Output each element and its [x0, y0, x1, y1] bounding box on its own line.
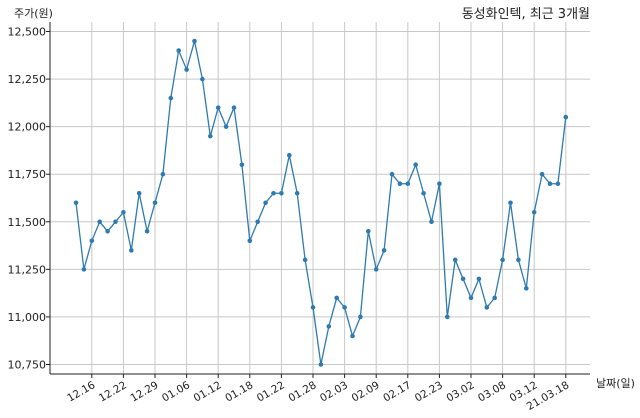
- x-tick-label: 02.03: [318, 379, 350, 404]
- y-tick-label: 11,500: [8, 216, 47, 229]
- data-point: [192, 38, 197, 44]
- y-tick-label: 12,500: [8, 26, 47, 39]
- y-tick-labels: 10,750 11,000 11,250 11,500 11,750 12,000 12,2…: [8, 26, 50, 371]
- data-point: [389, 171, 395, 177]
- data-point: [326, 324, 332, 329]
- data-point: [358, 314, 363, 320]
- data-point: [287, 152, 292, 158]
- data-point: [184, 67, 189, 72]
- data-point: [445, 314, 450, 320]
- data-point: [247, 238, 253, 244]
- data-point: [208, 133, 213, 139]
- x-tick-label: 12.16: [65, 379, 97, 405]
- data-point: [555, 181, 561, 187]
- data-point: [89, 238, 95, 244]
- data-point: [231, 105, 237, 110]
- data-point: [271, 190, 276, 196]
- y-tick-label: 10,750: [8, 358, 47, 371]
- data-point: [105, 228, 110, 234]
- data-point: [460, 276, 466, 282]
- data-point: [318, 362, 324, 367]
- price-line: [75, 40, 567, 365]
- y-tick-label: 12,250: [8, 73, 47, 86]
- data-point: [468, 295, 474, 301]
- data-point: [113, 219, 118, 225]
- x-tick-label: 03.02: [444, 379, 476, 404]
- price-points: [73, 38, 569, 367]
- data-point: [484, 305, 490, 310]
- data-point: [294, 190, 300, 196]
- data-point: [200, 76, 205, 82]
- data-point: [405, 181, 411, 187]
- x-tick-label: 01.12: [192, 379, 224, 404]
- x-axis-label: 날짜(일): [596, 376, 635, 390]
- x-tick-label: 12.22: [97, 379, 129, 404]
- data-point: [310, 305, 316, 310]
- data-point: [144, 228, 150, 234]
- data-point: [129, 248, 134, 253]
- data-point: [516, 257, 521, 263]
- x-tick-label: 02.09: [350, 379, 382, 404]
- data-point: [547, 181, 553, 187]
- data-point: [73, 200, 79, 206]
- data-point: [215, 105, 221, 110]
- data-point: [421, 190, 426, 196]
- data-point: [302, 257, 308, 263]
- data-point: [531, 209, 537, 215]
- data-point: [136, 190, 142, 196]
- data-point: [176, 48, 181, 53]
- data-point: [334, 295, 340, 301]
- data-point: [429, 219, 434, 225]
- x-tick-label: 01.06: [160, 379, 192, 405]
- x-tick-label: 01.28: [286, 379, 318, 404]
- data-point: [373, 267, 379, 272]
- data-point: [342, 305, 347, 310]
- data-point: [223, 124, 229, 129]
- data-point: [500, 257, 505, 263]
- data-point: [152, 200, 158, 206]
- data-point: [452, 257, 458, 263]
- y-tick-label: 11,250: [8, 263, 47, 276]
- data-point: [437, 181, 442, 187]
- x-tick-label: 01.22: [255, 379, 287, 404]
- data-point: [524, 286, 529, 291]
- x-tick-label: 01.18: [223, 379, 255, 404]
- y-tick-label: 11,750: [8, 168, 47, 181]
- x-tick-label: 12.29: [128, 379, 160, 404]
- data-point: [381, 248, 387, 253]
- data-point: [168, 95, 174, 101]
- data-point: [279, 190, 284, 196]
- data-point: [413, 162, 419, 168]
- chart-title: 동성화인텍, 최근 3개월: [462, 7, 590, 22]
- x-tick-label: 03.08: [476, 379, 508, 404]
- data-point: [160, 171, 166, 177]
- data-point: [255, 219, 260, 225]
- data-point: [239, 162, 245, 168]
- data-point: [263, 200, 268, 206]
- data-point: [508, 200, 513, 206]
- axes: [49, 22, 590, 375]
- data-point: [97, 219, 102, 225]
- y-tick-label: 12,000: [8, 121, 47, 134]
- data-point: [121, 209, 126, 215]
- x-tick-label: 02.17: [381, 379, 413, 404]
- data-point: [350, 333, 355, 339]
- y-tick-label: 11,000: [8, 311, 47, 324]
- y-axis-label: 주가(원): [14, 7, 53, 20]
- data-point: [563, 114, 569, 120]
- data-point: [81, 267, 87, 272]
- data-point: [476, 276, 482, 282]
- grid-lines: [50, 22, 590, 374]
- data-point: [397, 181, 403, 187]
- data-point: [366, 228, 371, 234]
- x-tick-labels: 12.16 12.22 12.29 01.06 01.12 01.18 01.22 01.28…: [65, 374, 571, 413]
- x-tick-label: 02.23: [413, 379, 445, 404]
- data-point: [492, 295, 498, 301]
- price-series: [75, 40, 567, 365]
- data-point: [539, 171, 545, 177]
